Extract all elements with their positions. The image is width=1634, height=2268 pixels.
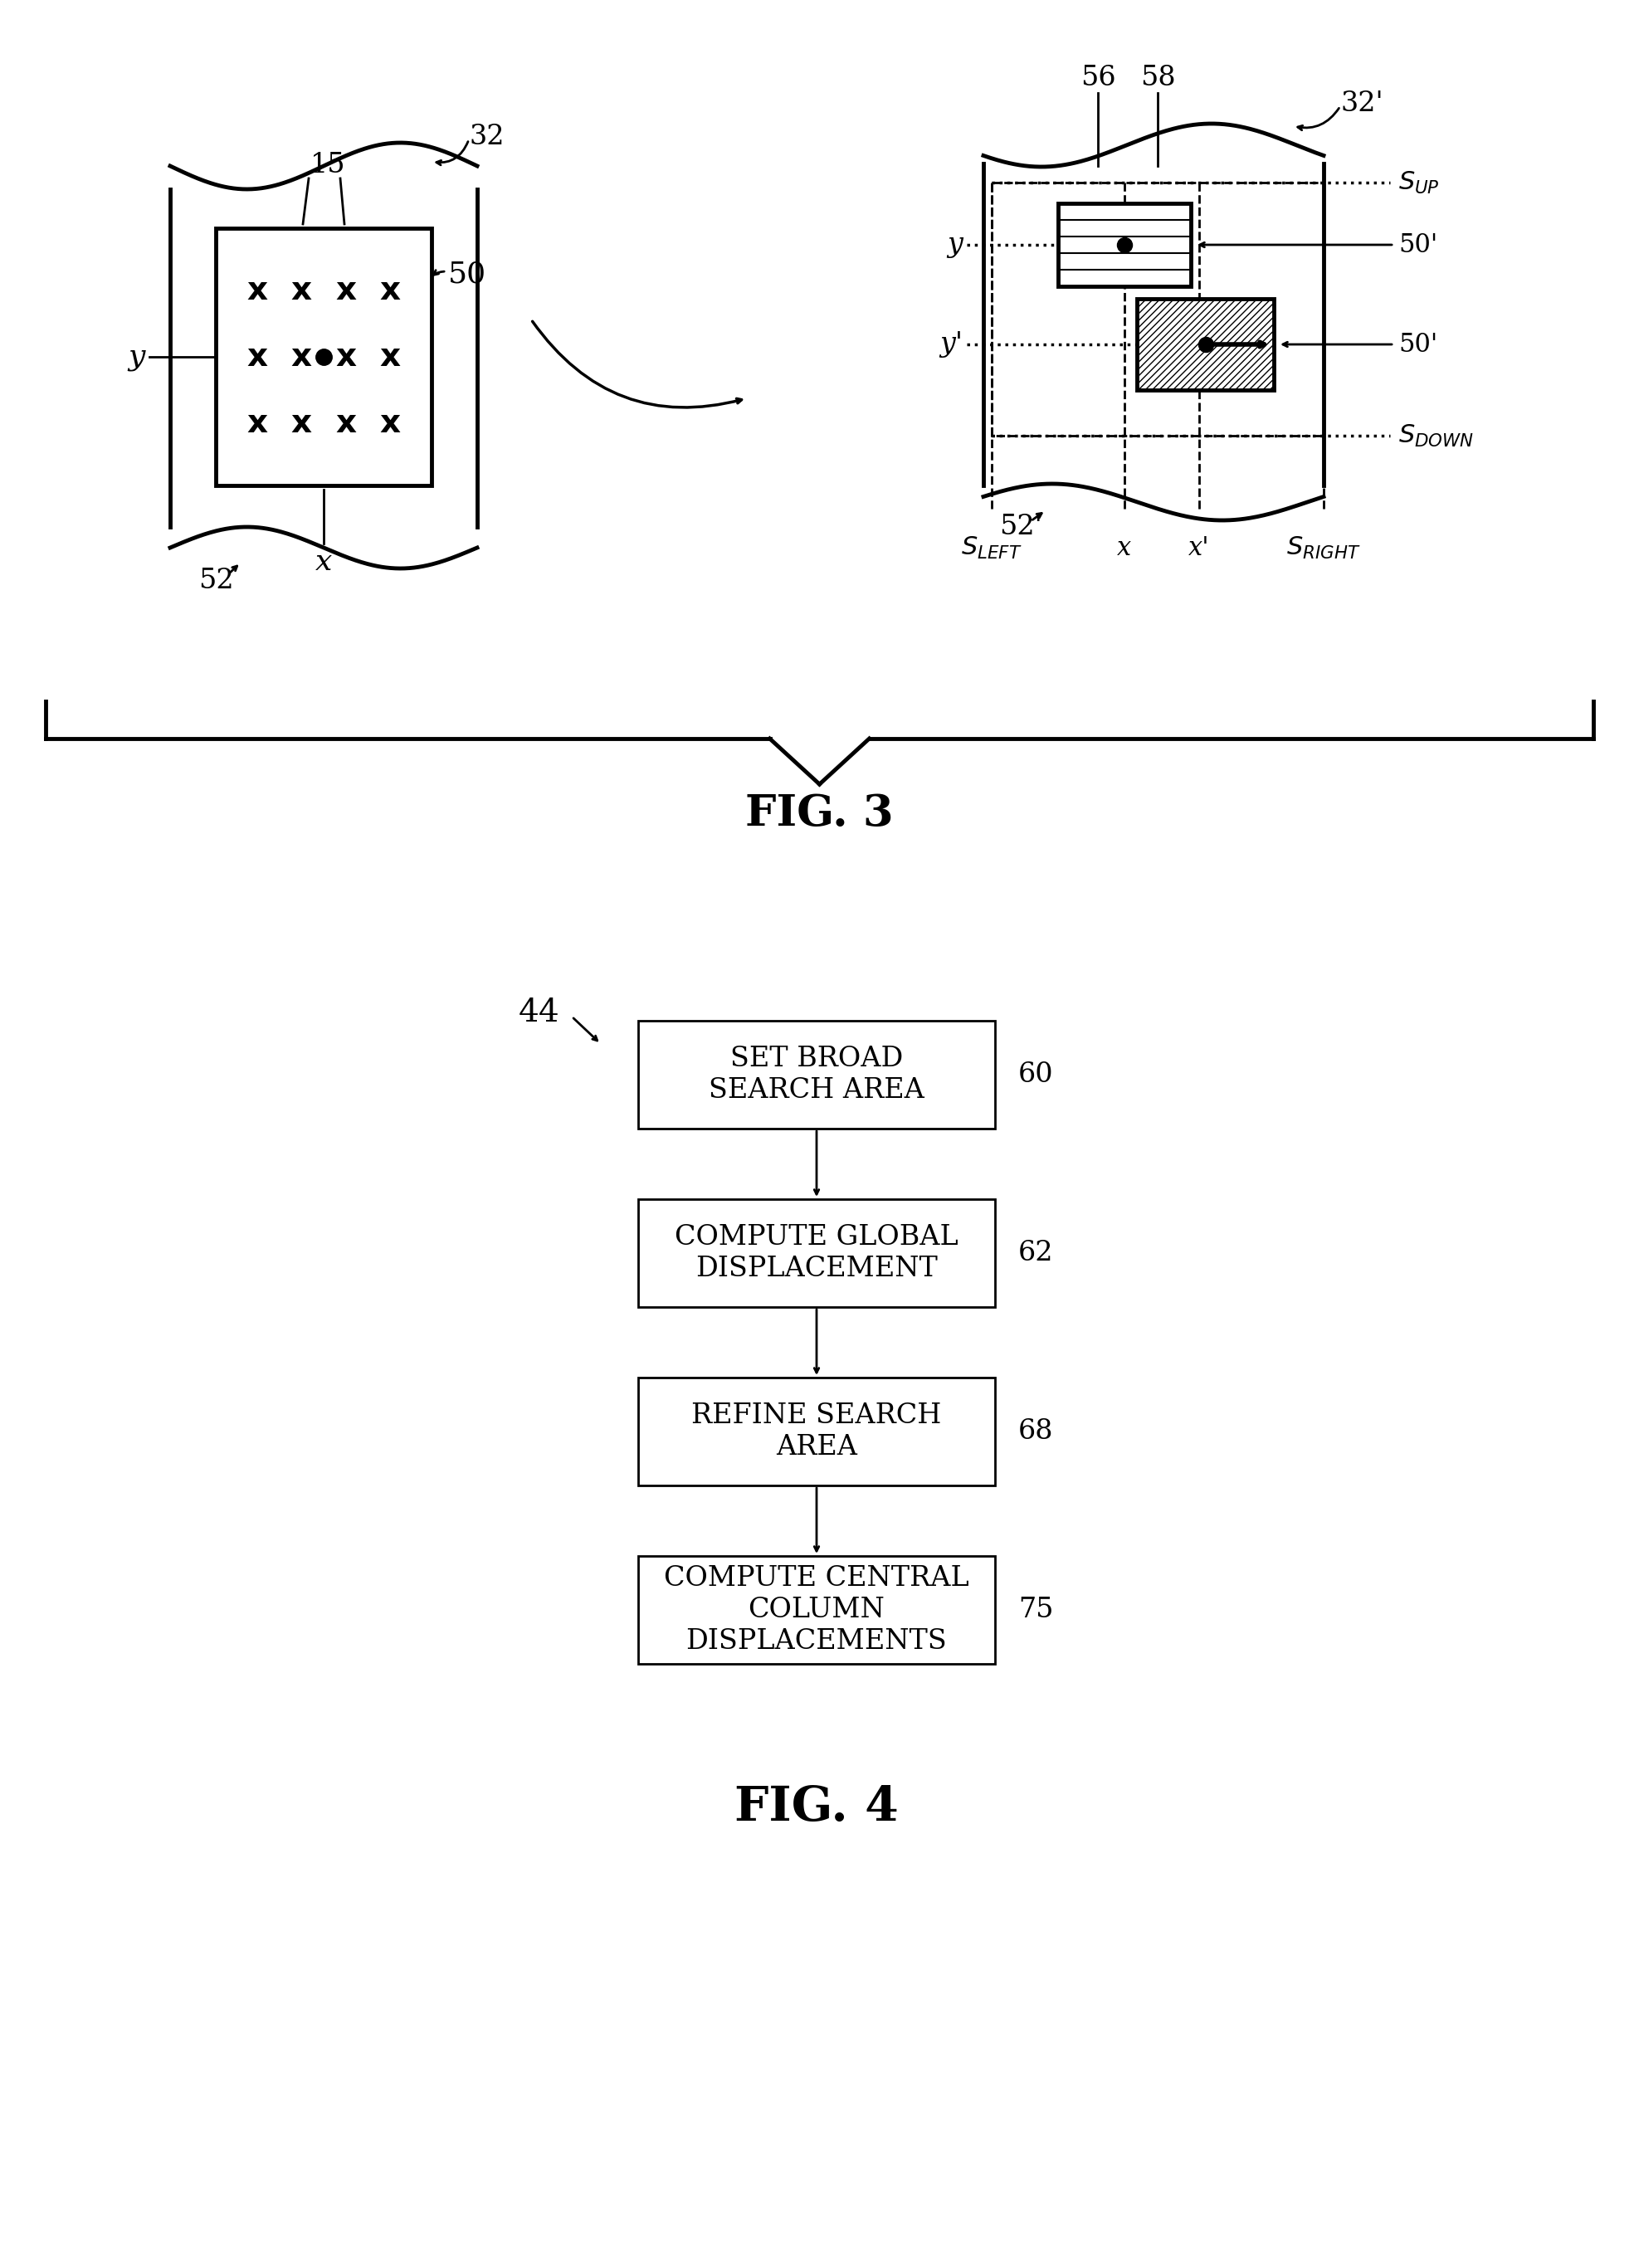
Text: 44: 44 bbox=[518, 998, 559, 1027]
Text: x: x bbox=[247, 340, 268, 372]
Text: DISPLACEMENT: DISPLACEMENT bbox=[696, 1256, 938, 1281]
Text: AREA: AREA bbox=[776, 1433, 858, 1461]
Text: 50': 50' bbox=[1399, 231, 1438, 259]
Text: 50': 50' bbox=[1399, 331, 1438, 358]
Text: 50: 50 bbox=[448, 261, 487, 288]
Text: 58: 58 bbox=[1141, 66, 1175, 91]
Text: x: x bbox=[379, 340, 400, 372]
Text: y: y bbox=[129, 342, 145, 372]
Text: x: x bbox=[335, 274, 356, 306]
Text: x: x bbox=[379, 408, 400, 440]
Text: x: x bbox=[247, 408, 268, 440]
Text: 32: 32 bbox=[469, 125, 505, 150]
Text: 60: 60 bbox=[1018, 1061, 1054, 1089]
Text: COLUMN: COLUMN bbox=[748, 1597, 886, 1624]
Text: FIG. 3: FIG. 3 bbox=[745, 792, 894, 835]
Text: FIG. 4: FIG. 4 bbox=[735, 1785, 899, 1830]
Text: $S_{UP}$: $S_{UP}$ bbox=[1399, 170, 1440, 195]
Text: REFINE SEARCH: REFINE SEARCH bbox=[691, 1402, 941, 1429]
Text: 62: 62 bbox=[1018, 1241, 1054, 1266]
Text: COMPUTE GLOBAL: COMPUTE GLOBAL bbox=[675, 1225, 958, 1250]
Bar bbox=[216, 229, 431, 485]
Text: x: x bbox=[291, 408, 312, 440]
Text: 52': 52' bbox=[1000, 513, 1042, 540]
Text: 68: 68 bbox=[1018, 1418, 1054, 1445]
Bar bbox=[639, 1377, 995, 1486]
Text: x: x bbox=[335, 340, 356, 372]
Bar bbox=[1137, 299, 1275, 390]
Text: x: x bbox=[315, 547, 332, 576]
Text: 75: 75 bbox=[1018, 1597, 1054, 1624]
Text: $S_{LEFT}$: $S_{LEFT}$ bbox=[961, 535, 1023, 560]
Text: 56: 56 bbox=[1080, 66, 1116, 91]
Text: x: x bbox=[379, 274, 400, 306]
Bar bbox=[639, 1200, 995, 1306]
Text: x: x bbox=[1118, 535, 1132, 560]
Bar bbox=[639, 1021, 995, 1129]
Text: SEARCH AREA: SEARCH AREA bbox=[709, 1077, 925, 1105]
Bar bbox=[992, 181, 1324, 435]
Text: x: x bbox=[291, 274, 312, 306]
Text: 15: 15 bbox=[310, 152, 345, 179]
Text: $S_{DOWN}$: $S_{DOWN}$ bbox=[1399, 422, 1474, 449]
Text: 32': 32' bbox=[1340, 91, 1382, 118]
Text: COMPUTE CENTRAL: COMPUTE CENTRAL bbox=[663, 1565, 969, 1592]
Text: y': y' bbox=[940, 331, 962, 358]
Text: x': x' bbox=[1188, 535, 1209, 560]
Bar bbox=[1059, 204, 1191, 286]
Text: y: y bbox=[948, 231, 962, 259]
Text: 52: 52 bbox=[198, 567, 234, 594]
Text: DISPLACEMENTS: DISPLACEMENTS bbox=[686, 1628, 948, 1656]
Text: x: x bbox=[247, 274, 268, 306]
Text: x: x bbox=[291, 340, 312, 372]
Text: $S_{RIGHT}$: $S_{RIGHT}$ bbox=[1286, 535, 1361, 560]
Text: x: x bbox=[335, 408, 356, 440]
Text: SET BROAD: SET BROAD bbox=[730, 1046, 904, 1073]
Bar bbox=[639, 1556, 995, 1665]
